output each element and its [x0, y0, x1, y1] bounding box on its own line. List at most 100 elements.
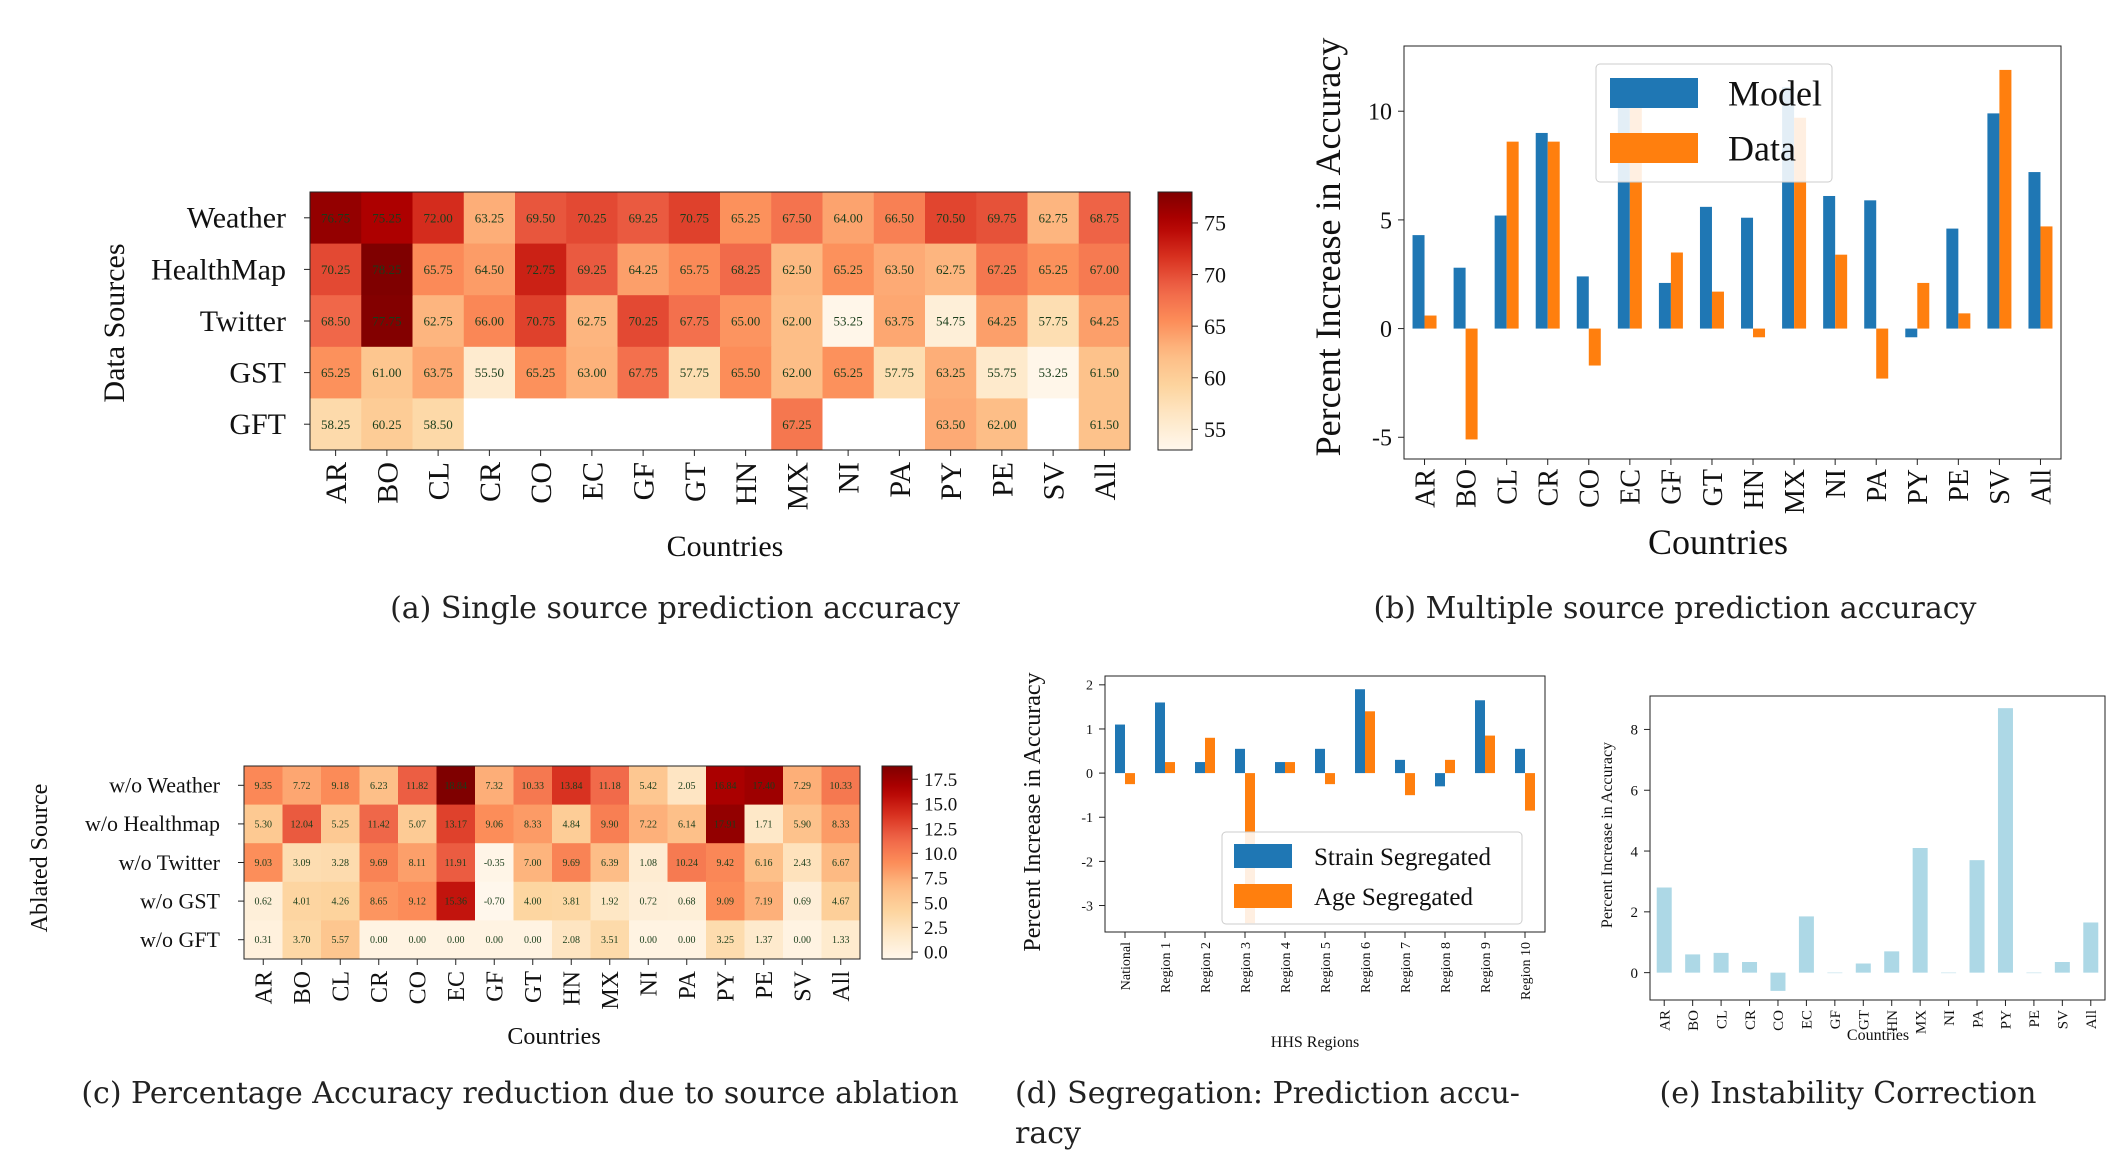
- heatmap-cell: [515, 295, 567, 348]
- heatmap-cell: [515, 346, 567, 399]
- heatmap-cell-label: 5.42: [640, 781, 658, 792]
- heatmap-cell: [976, 192, 1028, 245]
- heatmap-x-tick-label: PY: [935, 462, 968, 500]
- heatmap-cell: [361, 243, 413, 296]
- y-tick-label: 0: [1380, 317, 1392, 343]
- heatmap-cell: [617, 295, 670, 348]
- heatmap-a: 76.75 75.25 72.00 63.25 69.50 70.25 69.25 70.75…: [151, 191, 1226, 510]
- heatmap-cell: [475, 920, 514, 960]
- x-tick-label: CR: [1534, 469, 1565, 507]
- heatmap-cell: [566, 243, 618, 296]
- bar: [1823, 195, 1836, 329]
- heatmap-cell-label: 65.25: [834, 262, 863, 277]
- heatmap-cell-label: 3.09: [293, 858, 311, 869]
- ylabel-d: Percent Increase in Accuracy: [1020, 672, 1046, 951]
- legend-label: Age Segregated: [1314, 884, 1473, 911]
- heatmap-cell-label: 3.25: [717, 935, 735, 946]
- heatmap-cell: [617, 346, 670, 399]
- bar: [1115, 724, 1125, 774]
- heatmap-cell: [720, 243, 772, 296]
- heatmap-cell: [436, 881, 476, 921]
- heatmap-cell: [822, 243, 875, 296]
- x-tick-label: SV: [2056, 1010, 2072, 1029]
- heatmap-cell-label: 62.00: [782, 365, 811, 380]
- bar: [1711, 291, 1724, 329]
- heatmap-cell-label: 63.25: [936, 365, 965, 380]
- bar: [1855, 963, 1871, 973]
- heatmap-cell-label: 61.50: [1090, 417, 1119, 432]
- bar: [1969, 860, 1985, 973]
- heatmap-cell-label: 9.42: [717, 858, 735, 869]
- colorbar-tick-label: 55: [1204, 417, 1226, 442]
- heatmap-cell: [513, 920, 553, 960]
- heatmap-cell-empty: [463, 398, 516, 451]
- heatmap-cell-label: 70.25: [577, 210, 606, 225]
- heatmap-cell-label: 0.00: [524, 935, 542, 946]
- heatmap-cell-label: 0.68: [678, 897, 696, 908]
- y-tick-label: 5: [1380, 208, 1392, 234]
- heatmap-cell: [310, 243, 362, 296]
- heatmap-cell: [590, 881, 630, 921]
- heatmap-cell: [590, 766, 630, 806]
- bar: [1525, 773, 1535, 811]
- heatmap-cell: [976, 346, 1028, 399]
- heatmap-cell: [590, 843, 630, 883]
- heatmap-cell: [744, 804, 784, 844]
- heatmap-cell: [706, 843, 745, 883]
- heatmap-cell-label: 5.57: [332, 935, 350, 946]
- bar: [1999, 69, 2012, 329]
- heatmap-cell: [706, 920, 745, 960]
- heatmap-cell: [566, 295, 618, 348]
- heatmap-cell-label: 5.07: [409, 819, 427, 830]
- heatmap-cell: [359, 766, 399, 806]
- heatmap-cell: [436, 804, 476, 844]
- heatmap-cell: [821, 804, 861, 844]
- bar: [1195, 762, 1205, 774]
- bar: [2083, 922, 2099, 973]
- heatmap-cell: [282, 881, 322, 921]
- heatmap-cell-label: 6.39: [601, 858, 619, 869]
- heatmap-cell-label: 69.50: [526, 210, 555, 225]
- heatmap-cell-label: 70.25: [321, 262, 350, 277]
- heatmap-cell: [552, 766, 591, 806]
- heatmap-cell-label: 67.25: [782, 417, 811, 432]
- heatmap-cell-label: 65.75: [680, 262, 709, 277]
- xlabel-e: Countries: [1847, 1027, 1909, 1044]
- heatmap-cell: [310, 398, 362, 451]
- heatmap-cell-label: 8.33: [524, 819, 542, 830]
- bar: [1515, 748, 1525, 774]
- heatmap-x-tick-label: CR: [474, 462, 507, 502]
- xlabel-b: Countries: [1648, 522, 1788, 562]
- heatmap-x-tick-label: PE: [752, 971, 778, 999]
- heatmap-cell-label: 9.03: [255, 858, 273, 869]
- heatmap-cell-label: 0.00: [370, 935, 388, 946]
- heatmap-cell-label: 10.24: [676, 858, 699, 869]
- heatmap-cell: [515, 192, 567, 245]
- heatmap-cell: [463, 346, 516, 399]
- heatmap-x-tick-label: SV: [1038, 462, 1071, 501]
- x-tick-label: PY: [1999, 1010, 2015, 1029]
- bar: [1798, 916, 1814, 973]
- bar: [1658, 282, 1671, 329]
- bar: [1753, 328, 1766, 338]
- heatmap-cell-label: 8.11: [409, 858, 426, 869]
- heatmap-cell-label: 77.75: [372, 314, 401, 329]
- ylabel-e: Percent Increase in Accuracy: [1599, 742, 1616, 928]
- colorbar-tick-label: 10.0: [924, 844, 957, 865]
- heatmap-cell: [359, 804, 399, 844]
- x-tick-label: NI: [1821, 469, 1852, 499]
- heatmap-cell: [463, 243, 516, 296]
- heatmap-cell-label: 62.50: [782, 262, 811, 277]
- plot-frame: [1649, 695, 2106, 1001]
- heatmap-cell-label: 8.65: [370, 897, 388, 908]
- heatmap-cell-label: 70.25: [629, 314, 658, 329]
- bar: [1285, 762, 1295, 774]
- heatmap-cell: [617, 243, 670, 296]
- heatmap-cell: [783, 843, 822, 883]
- bar: [1485, 735, 1495, 774]
- heatmap-cell: [590, 920, 630, 960]
- heatmap-cell: [771, 346, 823, 399]
- bar-chart-d: -3 -2 -1 0 1 2 National Region 1 Region 2 Region …: [1081, 675, 1546, 1000]
- x-tick-label: Region 7: [1399, 942, 1414, 993]
- x-tick-label: PY: [1903, 469, 1934, 505]
